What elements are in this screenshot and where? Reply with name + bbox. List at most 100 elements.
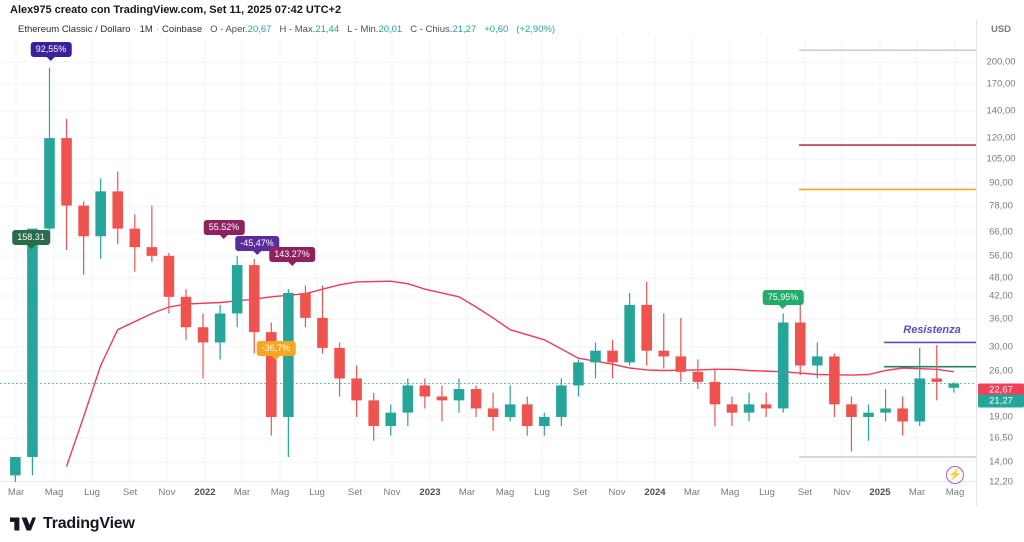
candle-body[interactable]	[334, 347, 345, 379]
tradingview-logo[interactable]: TradingView	[10, 515, 135, 533]
price-change-flag[interactable]: 75,95%	[762, 290, 804, 309]
legend-interval[interactable]: 1M	[139, 23, 153, 35]
price-tick: 56,00	[989, 250, 1013, 262]
price-change-flag[interactable]: 92,55%	[30, 42, 72, 61]
candle-body[interactable]	[112, 191, 124, 229]
candle-body[interactable]	[95, 191, 106, 237]
candle-body[interactable]	[692, 371, 704, 382]
candle-body[interactable]	[197, 327, 209, 343]
candle-body[interactable]	[317, 317, 328, 348]
candle-body[interactable]	[266, 332, 277, 417]
candle-body[interactable]	[607, 350, 618, 363]
time-tick: Set	[122, 487, 138, 498]
candle-body[interactable]	[180, 296, 192, 328]
price-change-flag[interactable]: 55.52%	[203, 220, 245, 239]
candle-body[interactable]	[726, 404, 738, 413]
price-change-flag[interactable]: 158.31	[12, 230, 50, 249]
price-tick: 140,00	[986, 105, 1016, 117]
price-change-flag[interactable]: 143.27%	[269, 247, 315, 266]
candle-body[interactable]	[300, 292, 311, 318]
candle-body[interactable]	[760, 404, 772, 409]
candle-body[interactable]	[829, 356, 840, 405]
candle-body[interactable]	[61, 138, 72, 206]
price-change-flag[interactable]: -45,47%	[235, 236, 279, 255]
time-tick: Set	[572, 487, 588, 498]
candle-body[interactable]	[385, 412, 397, 427]
candlestick-plot[interactable]	[0, 38, 976, 482]
candle-body[interactable]	[368, 400, 379, 427]
candle-body[interactable]	[897, 408, 908, 422]
candle-body[interactable]	[214, 313, 226, 343]
candle-body[interactable]	[590, 350, 601, 363]
tradingview-wordmark: TradingView	[43, 515, 135, 532]
candle-body[interactable]	[658, 350, 670, 357]
candle-body[interactable]	[794, 322, 806, 366]
candle-body[interactable]	[487, 408, 499, 417]
previous-close-badge[interactable]: 22,67	[978, 383, 1024, 397]
candle-body[interactable]	[78, 205, 89, 237]
price-change-flag[interactable]: -36,7%	[256, 341, 296, 360]
candle-body[interactable]	[146, 247, 158, 256]
legend-symbol[interactable]: Ethereum Classic / Dollaro	[18, 23, 131, 35]
candle-body[interactable]	[453, 389, 465, 401]
candle-body[interactable]	[504, 404, 516, 417]
axis-corner	[976, 482, 1024, 506]
price-tick: 170,00	[986, 78, 1016, 90]
horizontal-reference-lines[interactable]	[799, 49, 976, 458]
candle-body[interactable]	[914, 378, 925, 422]
price-axis-unit: USD	[990, 24, 1012, 35]
candle-body[interactable]	[402, 385, 414, 413]
candle-body[interactable]	[470, 389, 482, 409]
lightning-bolt-icon[interactable]: ⚡	[946, 466, 964, 484]
time-tick: Mag	[495, 487, 515, 498]
candle-body[interactable]	[27, 228, 38, 458]
candle-body[interactable]	[743, 404, 755, 413]
resistance-zone-label[interactable]: Resistenza	[903, 324, 961, 336]
candle-body[interactable]	[129, 228, 141, 248]
time-tick: 2025	[869, 487, 891, 498]
legend-exchange[interactable]: Coinbase	[162, 23, 203, 35]
candle-body[interactable]	[248, 265, 260, 333]
candle-body[interactable]	[641, 304, 652, 351]
price-tick: 42,00	[989, 290, 1013, 302]
price-tick: 78,00	[989, 200, 1013, 212]
time-tick: Nov	[833, 487, 851, 498]
candle-body[interactable]	[863, 412, 874, 417]
legend-open-value: 20,67	[247, 23, 272, 35]
candle-body[interactable]	[573, 362, 584, 386]
candle-body[interactable]	[436, 396, 448, 401]
legend-close-value: 21,27	[452, 23, 477, 35]
candle-body[interactable]	[777, 322, 789, 409]
candle-body[interactable]	[880, 408, 891, 413]
candle-series[interactable]	[10, 67, 960, 482]
candle-body[interactable]	[10, 457, 21, 476]
time-axis[interactable]: Mar Mag Lug Set Nov 2022 Mar Mag Lug Set Nov 2023 Ma…	[0, 482, 976, 506]
candle-body[interactable]	[44, 138, 55, 229]
candle-body[interactable]	[948, 383, 960, 388]
candle-body[interactable]	[846, 404, 857, 417]
price-tick: 16,50	[989, 432, 1013, 444]
candle-body[interactable]	[351, 378, 362, 401]
candle-body[interactable]	[675, 356, 687, 372]
attribution-text: Alex975 creato con TradingView.com, Set …	[10, 4, 342, 16]
price-tick: 105,00	[986, 153, 1016, 165]
candle-body[interactable]	[931, 378, 943, 382]
candle-body[interactable]	[231, 265, 243, 314]
candle-body[interactable]	[419, 385, 431, 397]
time-tick: Nov	[383, 487, 401, 498]
candle-body[interactable]	[709, 381, 721, 405]
candle-body[interactable]	[812, 356, 823, 366]
candle-body[interactable]	[163, 255, 175, 297]
legend-low-value: 20,01	[378, 23, 403, 35]
chart-pane[interactable]: 92,55% 158.31 55.52% -45,47% -36,7% 143.27% 75…	[0, 38, 976, 484]
time-tick: Mar	[233, 487, 251, 498]
price-axis[interactable]: USD 200,00 170,00 140,00 120,00 105,00 90,00 7…	[976, 20, 1024, 488]
price-tick: 19,00	[989, 411, 1013, 423]
candle-body[interactable]	[539, 416, 550, 427]
last-price-badge[interactable]: 21,27	[978, 394, 1024, 408]
time-tick: Mag	[270, 487, 290, 498]
candle-body[interactable]	[624, 304, 635, 363]
candle-body[interactable]	[556, 385, 567, 417]
candle-body[interactable]	[521, 404, 533, 427]
time-tick: Set	[797, 487, 813, 498]
